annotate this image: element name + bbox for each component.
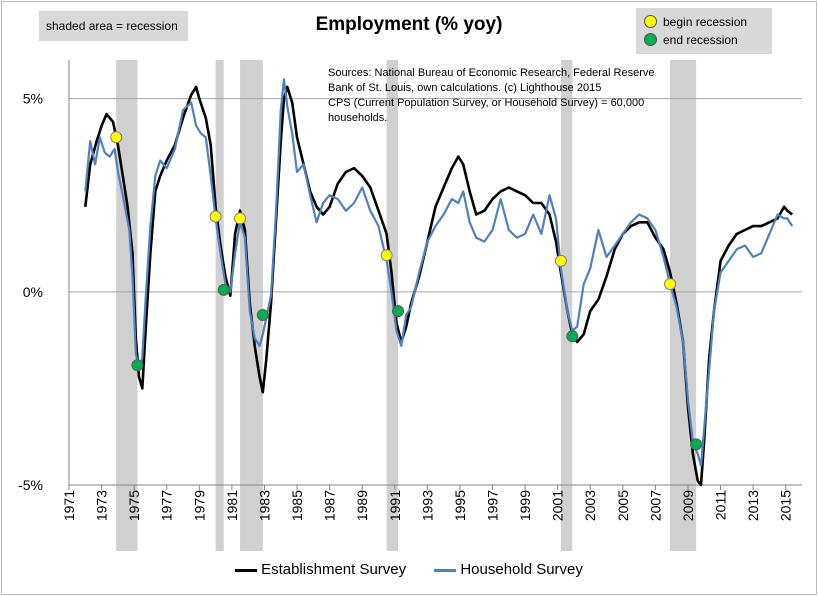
legend-line-icon [434, 568, 457, 572]
begin-recession-marker [554, 254, 567, 267]
end-recession-marker [566, 330, 579, 343]
legend-item-household: Household Survey [434, 561, 583, 578]
begin-recession-marker [234, 212, 247, 225]
end-recession-legend-row: end recession [644, 32, 738, 48]
recession-marker-legend: begin recession end recession [636, 8, 772, 54]
x-tick-label: 1995 [452, 490, 468, 521]
x-tick-label: 2007 [647, 490, 663, 521]
chart-title: Employment (% yoy) [315, 14, 503, 35]
x-tick-label: 2015 [778, 490, 794, 521]
end-recession-marker [690, 438, 703, 451]
begin-recession-label: begin recession [663, 15, 748, 29]
recession-band [670, 60, 697, 551]
sources-note: Sources: National Bureau of Economic Res… [328, 66, 688, 126]
end-recession-dot-icon [644, 33, 657, 46]
x-tick-label: 1973 [94, 490, 110, 521]
begin-recession-marker [664, 278, 677, 291]
end-recession-marker [131, 359, 144, 372]
sources-line: Sources: National Bureau of Economic Res… [328, 67, 655, 79]
x-tick-label: 1977 [159, 490, 175, 521]
x-tick-label: 2003 [582, 490, 598, 521]
x-tick-label: 2001 [550, 490, 566, 521]
x-tick-label: 1997 [485, 490, 501, 521]
x-tick-label: 1991 [387, 490, 403, 521]
series-legend: Establishment Survey Household Survey [0, 561, 818, 578]
x-tick-label: 1975 [126, 490, 142, 521]
legend-label: Household Survey [460, 561, 583, 578]
sources-line: Bank of St. Louis, own calculations. (c)… [328, 82, 602, 94]
end-recession-label: end recession [663, 33, 738, 47]
x-tick-label: 1987 [322, 490, 338, 521]
legend-item-establishment: Establishment Survey [235, 561, 406, 578]
series-line-establishment [84, 85, 793, 487]
begin-recession-marker [110, 131, 123, 144]
begin-recession-dot-icon [644, 15, 657, 28]
x-tick-label: 1981 [224, 490, 240, 521]
x-tick-label: 1989 [354, 490, 370, 521]
begin-recession-marker [209, 210, 222, 223]
recession-band [116, 60, 138, 551]
recession-band [240, 60, 263, 551]
x-tick-label: 1979 [191, 490, 207, 521]
end-recession-marker [392, 305, 405, 318]
x-tick-label: 1985 [289, 490, 305, 521]
sources-line: CPS (Current Population Survey, or House… [328, 97, 645, 109]
recession-band [215, 60, 224, 551]
begin-recession-marker [380, 249, 393, 262]
x-tick-label: 1971 [61, 490, 77, 521]
y-tick-label: -5% [18, 477, 43, 493]
y-tick-label: 0% [23, 284, 43, 300]
x-tick-label: 1983 [256, 490, 272, 521]
series-line-household [84, 78, 794, 467]
legend-label: Establishment Survey [261, 561, 407, 578]
x-tick-label: 2013 [745, 490, 761, 521]
y-tick-label: 5% [23, 91, 43, 107]
legend-line-icon [235, 568, 258, 572]
x-tick-label: 2009 [680, 490, 696, 521]
end-recession-marker [256, 309, 269, 321]
x-tick-label: 2005 [615, 490, 631, 521]
x-tick-label: 1993 [419, 490, 435, 521]
end-recession-marker [217, 283, 230, 296]
sources-line: households. [328, 112, 388, 124]
begin-recession-legend-row: begin recession [644, 14, 747, 30]
x-tick-label: 1999 [517, 490, 533, 521]
recession-key-box: shaded area = recession [39, 11, 188, 41]
x-tick-label: 2011 [713, 490, 729, 520]
